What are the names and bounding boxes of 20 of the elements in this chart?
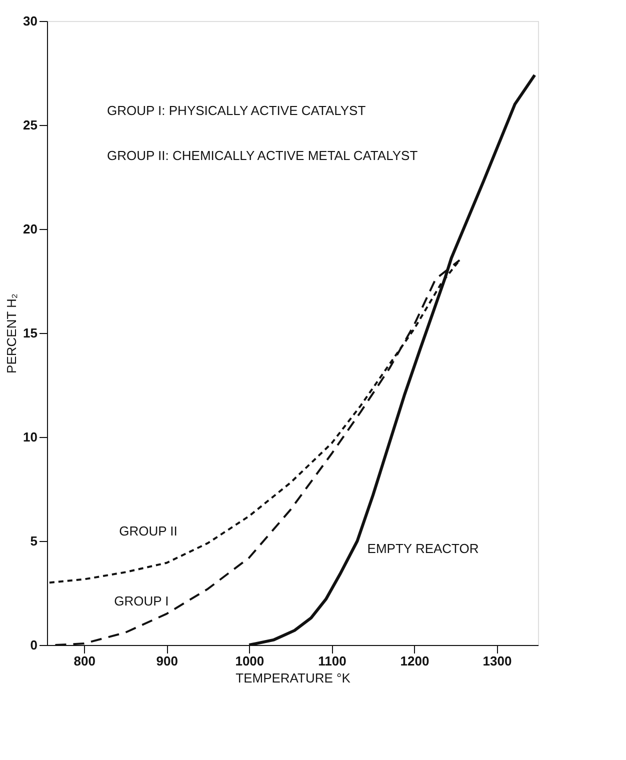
y-tick-label: 20 bbox=[23, 222, 38, 236]
y-tick-label: 5 bbox=[30, 534, 38, 548]
x-tick-label: 1000 bbox=[235, 654, 264, 668]
annotation: GROUP II: CHEMICALLY ACTIVE METAL CATALYST bbox=[107, 148, 418, 163]
annotation: GROUP I: PHYSICALLY ACTIVE CATALYST bbox=[107, 103, 366, 118]
series-label: EMPTY REACTOR bbox=[367, 541, 479, 556]
y-tick-label: 0 bbox=[30, 638, 38, 652]
series-label: GROUP II bbox=[119, 523, 178, 538]
x-tick-label: 1300 bbox=[482, 654, 512, 668]
x-tick-label: 1100 bbox=[318, 654, 346, 668]
y-tick-label: 30 bbox=[23, 14, 38, 28]
x-tick-label: 900 bbox=[156, 654, 178, 668]
x-tick-label: 1200 bbox=[400, 654, 430, 668]
y-tick-label: 15 bbox=[23, 326, 38, 340]
y-tick-label: 25 bbox=[23, 118, 38, 132]
x-tick-label: 800 bbox=[74, 654, 96, 668]
y-tick-label: 10 bbox=[23, 430, 38, 444]
x-axis-title: TEMPERATURE °K bbox=[236, 670, 351, 686]
series-label: GROUP I bbox=[114, 594, 169, 609]
y-axis-title: PERCENT H₂ bbox=[4, 294, 20, 374]
